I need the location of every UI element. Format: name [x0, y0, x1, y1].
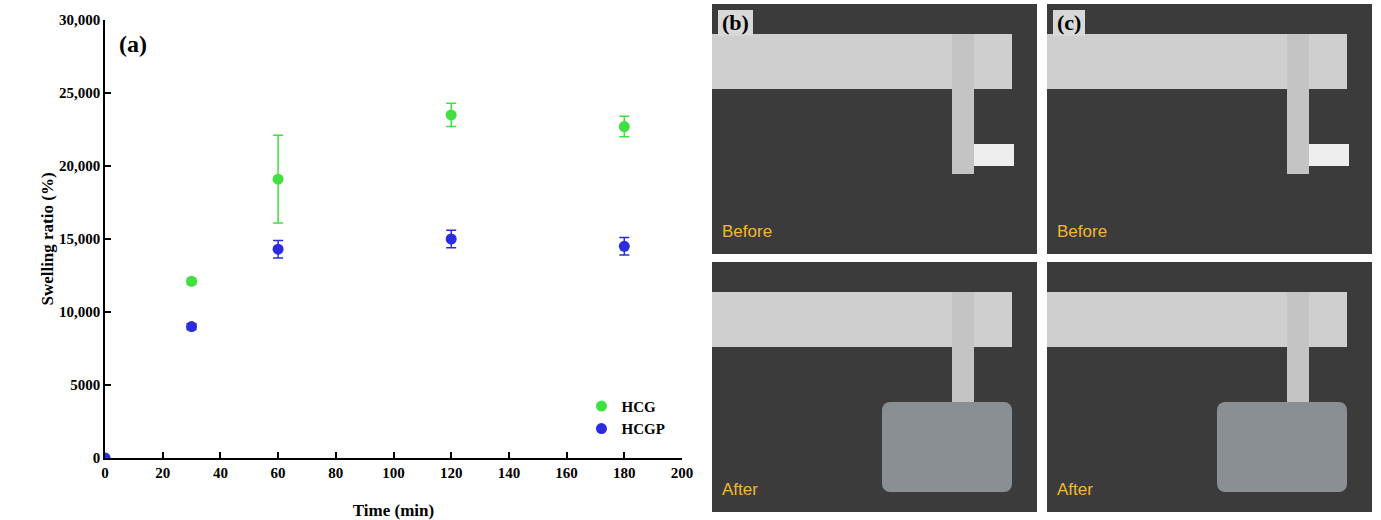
svg-text:HCGP: HCGP — [621, 421, 664, 437]
html-text:After: After — [1057, 480, 1093, 499]
svg-text:Time (min): Time (min) — [353, 501, 434, 520]
svg-text:100: 100 — [382, 465, 405, 481]
svg-text:60: 60 — [271, 465, 286, 481]
html-text:(c): (c) — [1057, 10, 1082, 35]
svg-text:HCG: HCG — [621, 399, 656, 415]
html-text:(b): (b) — [722, 10, 749, 35]
html-text:Before: Before — [1057, 222, 1108, 241]
svg-text:20: 20 — [155, 465, 170, 481]
svg-text:180: 180 — [613, 465, 636, 481]
svg-text:20,000: 20,000 — [59, 158, 100, 174]
svg-text:0: 0 — [101, 465, 109, 481]
svg-text:30,000: 30,000 — [59, 12, 100, 28]
svg-text:25,000: 25,000 — [59, 85, 100, 101]
svg-text:(a): (a) — [119, 31, 147, 57]
svg-text:5000: 5000 — [70, 377, 100, 393]
svg-text:0: 0 — [93, 450, 101, 466]
svg-text:15,000: 15,000 — [59, 231, 100, 247]
html-text:Before: Before — [722, 222, 773, 241]
svg-text:40: 40 — [213, 465, 228, 481]
svg-text:120: 120 — [440, 465, 463, 481]
svg-text:10,000: 10,000 — [59, 304, 100, 320]
svg-text:80: 80 — [328, 465, 343, 481]
svg-text:200: 200 — [671, 465, 694, 481]
svg-text:140: 140 — [498, 465, 521, 481]
svg-text:160: 160 — [555, 465, 578, 481]
svg-text:Swelling ratio (%): Swelling ratio (%) — [38, 172, 57, 305]
html-text:After: After — [722, 480, 758, 499]
